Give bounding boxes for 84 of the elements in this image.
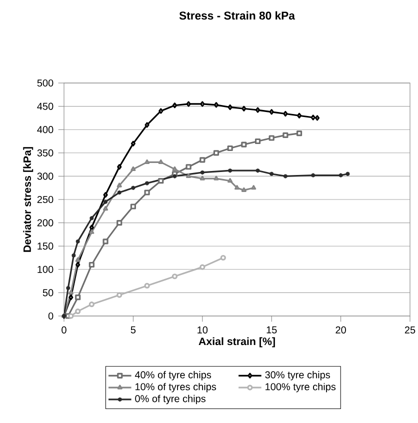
point <box>282 132 288 138</box>
point <box>186 173 192 178</box>
point <box>283 110 288 117</box>
y-tick-label: 0 <box>48 312 54 320</box>
point <box>186 101 191 107</box>
legend-label: 30% tyre chips <box>265 371 330 380</box>
x-tick-label: 25 <box>404 326 416 334</box>
point <box>268 135 274 141</box>
y-axis-title: Deviator stress [kPa] <box>23 147 34 252</box>
point <box>296 130 302 136</box>
point <box>102 206 108 211</box>
point <box>144 122 150 128</box>
point <box>200 101 205 107</box>
point <box>269 109 274 115</box>
point <box>144 282 150 289</box>
point <box>241 187 246 192</box>
x-tick-label: 5 <box>130 326 136 334</box>
point <box>314 115 320 121</box>
point <box>158 159 164 164</box>
point <box>89 229 94 234</box>
point <box>68 294 74 300</box>
point <box>200 157 206 163</box>
point <box>130 166 136 172</box>
point <box>116 220 122 226</box>
point <box>75 257 80 262</box>
point <box>227 145 233 152</box>
point <box>144 190 150 196</box>
point <box>116 182 122 188</box>
point <box>296 112 302 118</box>
point <box>242 106 246 112</box>
point <box>214 102 219 108</box>
point <box>228 104 232 110</box>
point <box>241 142 247 148</box>
point <box>116 292 122 298</box>
point <box>254 138 261 144</box>
point <box>75 308 81 314</box>
point <box>130 140 136 146</box>
point <box>103 192 108 198</box>
legend-label: 0% of tyre chips <box>135 394 206 404</box>
point <box>102 238 108 244</box>
y-tick-label: 250 <box>37 196 54 204</box>
point <box>172 274 178 280</box>
point <box>213 150 220 156</box>
point <box>89 224 94 230</box>
point <box>228 178 233 183</box>
y-tick-label: 400 <box>37 126 54 134</box>
point <box>75 294 81 300</box>
point <box>172 102 178 108</box>
legend-label: 40% of tyre chips <box>134 371 212 380</box>
x-axis-title: Axial strain [%] <box>198 337 275 348</box>
point <box>255 107 260 113</box>
y-tick-label: 500 <box>37 79 54 87</box>
point <box>200 176 205 180</box>
point <box>200 264 206 270</box>
point <box>68 313 74 319</box>
y-tick-label: 50 <box>42 289 54 296</box>
point <box>88 262 94 268</box>
legend-label: 100% tyre chips <box>266 382 336 392</box>
y-tick-label: 100 <box>38 266 54 273</box>
y-tick-label: 150 <box>38 242 54 250</box>
point <box>251 185 256 190</box>
x-tick-label: 0 <box>62 326 66 334</box>
point <box>172 166 178 172</box>
y-tick-label: 200 <box>37 219 54 226</box>
point <box>117 164 122 170</box>
y-tick-label: 300 <box>37 172 54 180</box>
point <box>68 290 74 294</box>
legend-label: 10% of tyres chips <box>135 382 216 392</box>
point <box>214 176 219 180</box>
point <box>158 108 164 114</box>
point <box>220 254 226 261</box>
point <box>144 159 150 164</box>
x-tick-label: 15 <box>266 326 277 334</box>
point <box>310 114 316 120</box>
point <box>130 204 136 210</box>
chart-title: Stress - Strain 80 kPa <box>179 11 296 20</box>
point <box>88 302 94 308</box>
point <box>76 262 80 268</box>
point <box>186 164 192 170</box>
point <box>158 178 164 184</box>
y-tick-label: 350 <box>37 149 54 156</box>
y-tick-label: 450 <box>37 102 54 110</box>
x-tick-label: 10 <box>198 326 208 334</box>
x-tick-label: 20 <box>336 326 346 334</box>
